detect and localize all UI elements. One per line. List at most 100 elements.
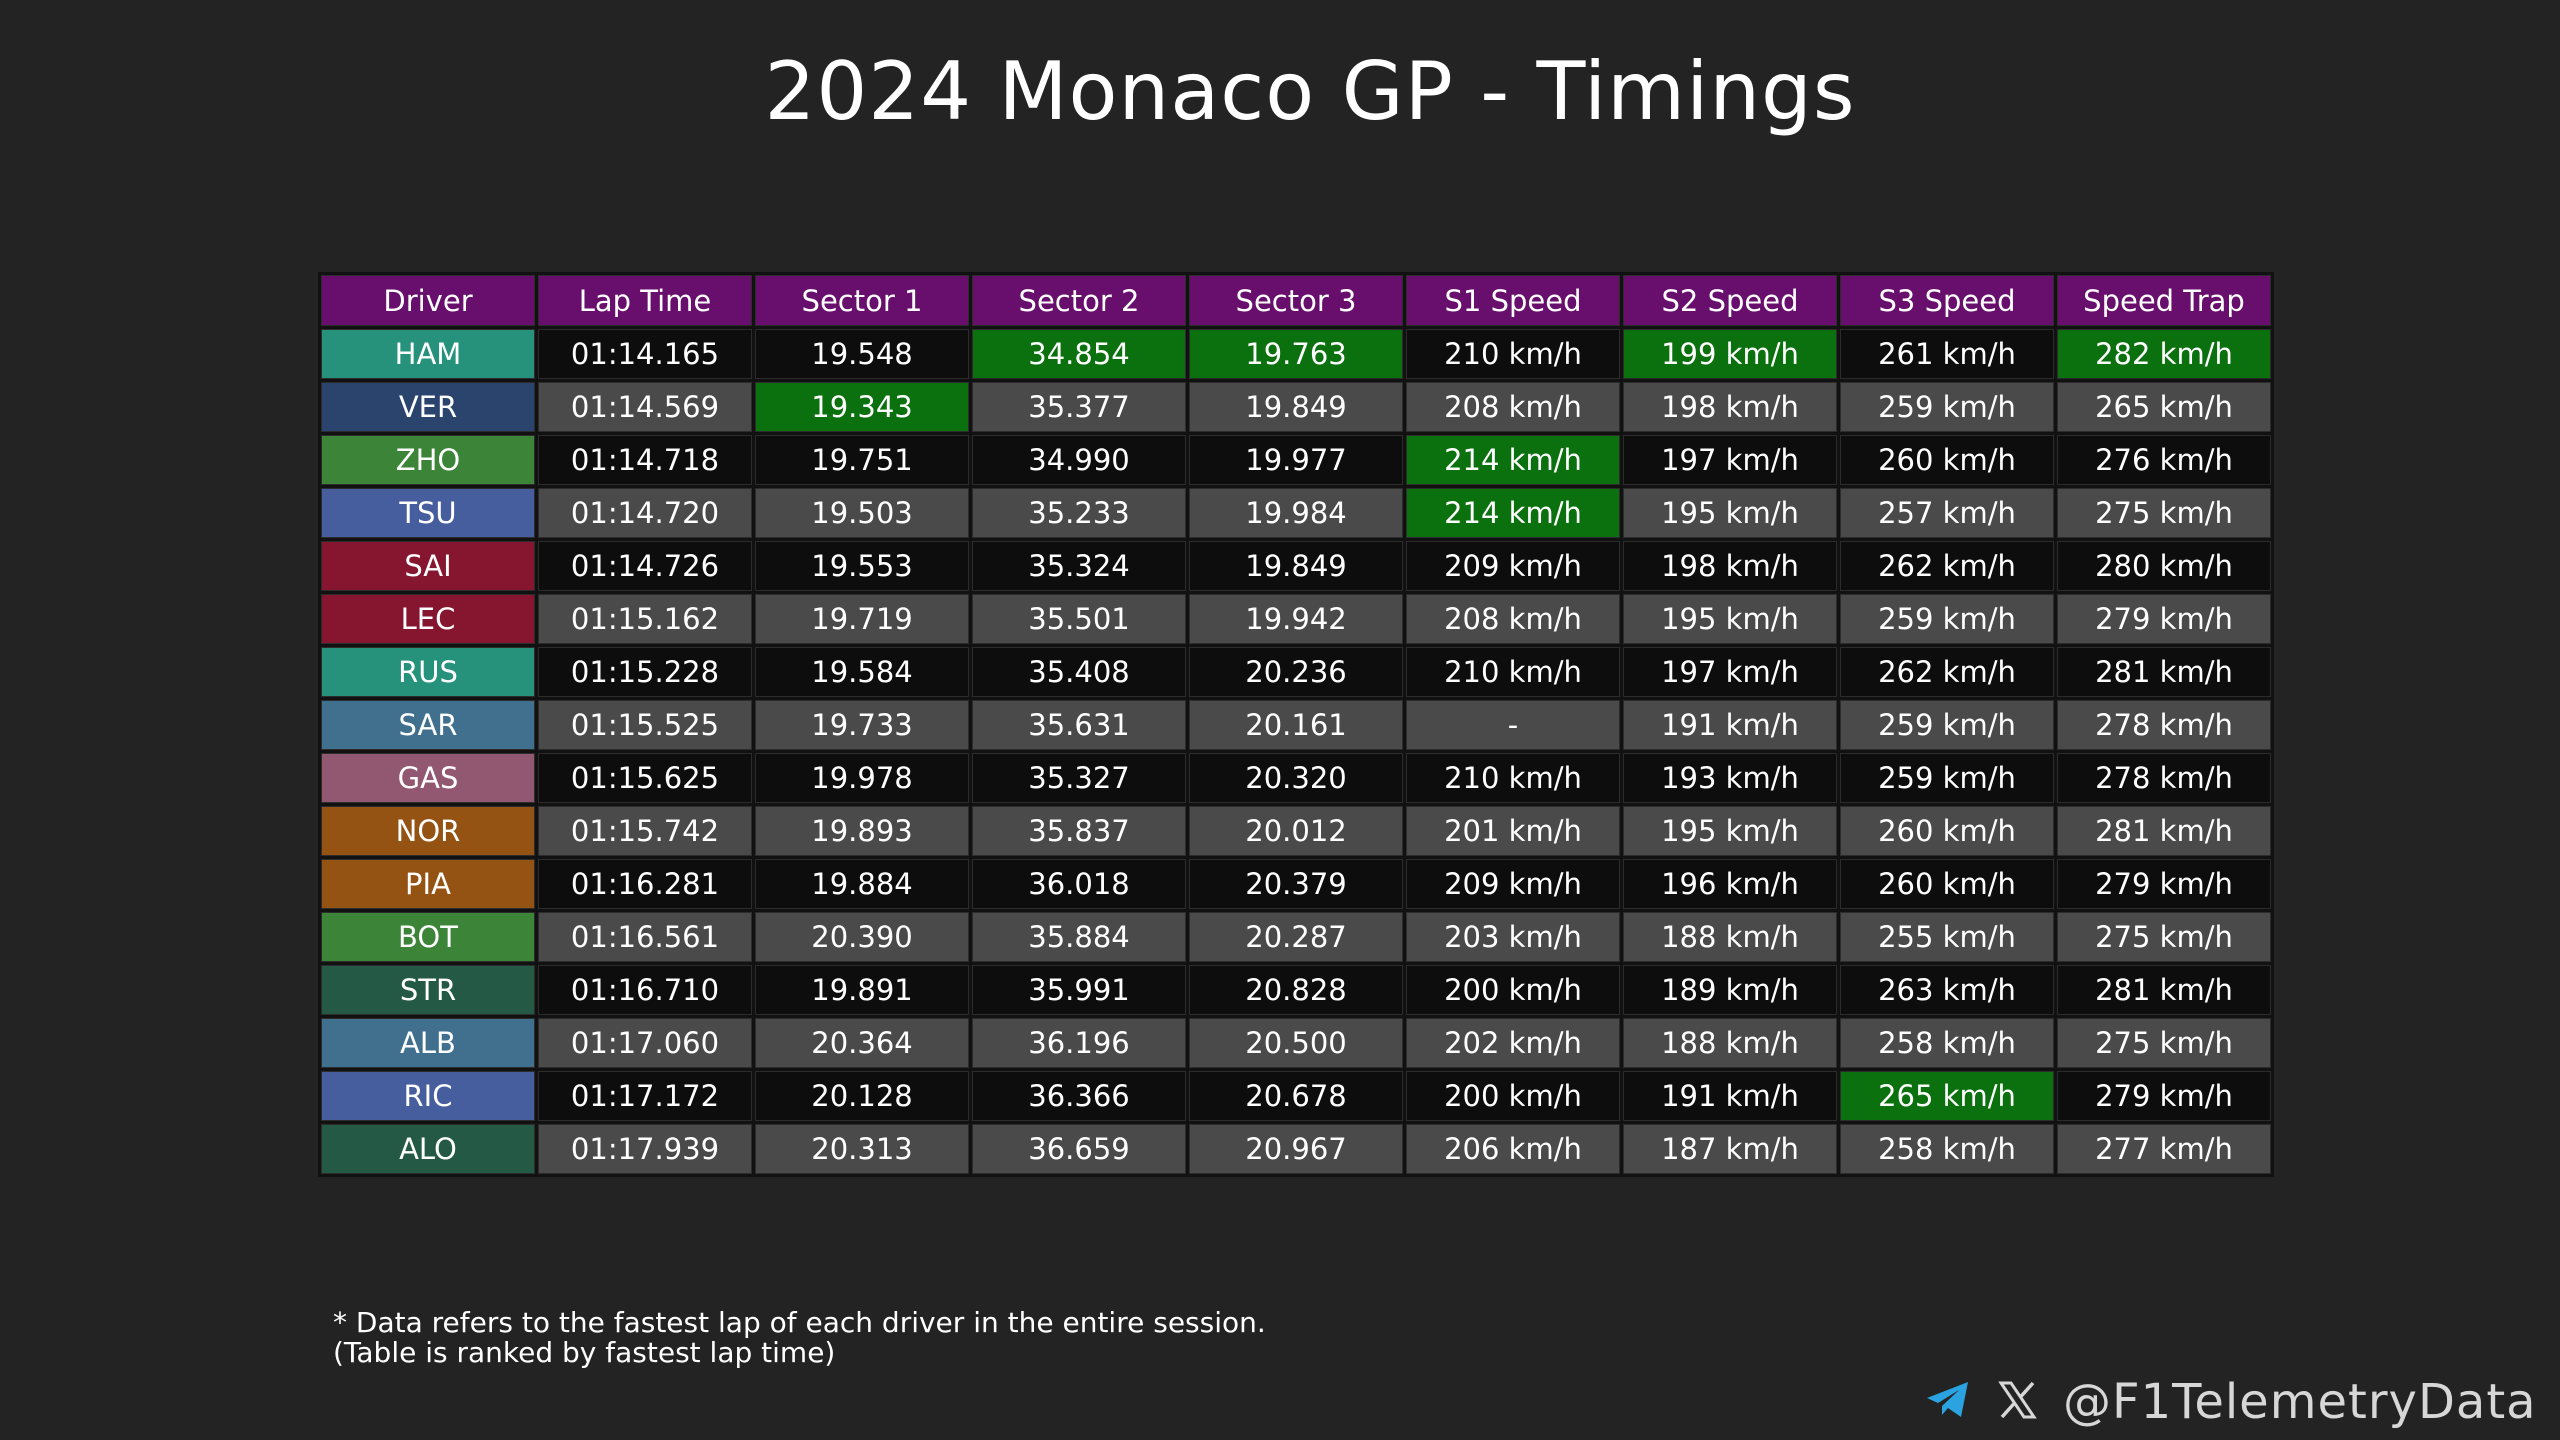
- timing-cell: 275 km/h: [2057, 488, 2271, 538]
- timing-cell: 35.631: [972, 700, 1186, 750]
- timing-cell: 20.967: [1189, 1124, 1403, 1174]
- timing-cell: 35.408: [972, 647, 1186, 697]
- timing-cell: 209 km/h: [1406, 859, 1620, 909]
- timing-cell: 01:14.718: [538, 435, 752, 485]
- timing-cell: 278 km/h: [2057, 753, 2271, 803]
- timing-cell: 198 km/h: [1623, 541, 1837, 591]
- timing-cell: 01:16.281: [538, 859, 752, 909]
- timing-cell: 197 km/h: [1623, 647, 1837, 697]
- timing-cell: 200 km/h: [1406, 965, 1620, 1015]
- timing-cell: 01:15.228: [538, 647, 752, 697]
- timing-cell: 189 km/h: [1623, 965, 1837, 1015]
- table-row: SAR 01:15.525 19.733 35.631 20.161-191 km/h 2…: [321, 700, 2271, 750]
- timing-cell: 35.327: [972, 753, 1186, 803]
- timing-cell: 276 km/h: [2057, 435, 2271, 485]
- column-header: S2 Speed: [1623, 275, 1837, 326]
- column-header: Sector 1: [755, 275, 969, 326]
- timing-cell: 279 km/h: [2057, 1071, 2271, 1121]
- timing-cell: 35.324: [972, 541, 1186, 591]
- timing-cell: 35.991: [972, 965, 1186, 1015]
- timing-cell: 191 km/h: [1623, 700, 1837, 750]
- timing-cell: 202 km/h: [1406, 1018, 1620, 1068]
- table-row: ALO 01:17.939 20.313 36.659 20.967 206 km/h 18…: [321, 1124, 2271, 1174]
- timing-cell: 191 km/h: [1623, 1071, 1837, 1121]
- timing-cell: 282 km/h: [2057, 329, 2271, 379]
- timing-cell: 19.849: [1189, 541, 1403, 591]
- timing-cell: 19.503: [755, 488, 969, 538]
- table-body: HAM 01:14.165 19.548 34.854 19.763 210 km/h 19…: [321, 329, 2271, 1174]
- timing-cell: 209 km/h: [1406, 541, 1620, 591]
- timing-cell: 265 km/h: [2057, 382, 2271, 432]
- column-header: Lap Time: [538, 275, 752, 326]
- timing-cell: 20.287: [1189, 912, 1403, 962]
- timing-cell: 36.659: [972, 1124, 1186, 1174]
- timing-cell: 261 km/h: [1840, 329, 2054, 379]
- driver-cell: LEC: [321, 594, 535, 644]
- timing-cell: 277 km/h: [2057, 1124, 2271, 1174]
- driver-cell: RIC: [321, 1071, 535, 1121]
- timing-cell: 258 km/h: [1840, 1124, 2054, 1174]
- brand-handle: @F1TelemetryData: [2063, 1374, 2537, 1430]
- column-header: Driver: [321, 275, 535, 326]
- table-header-row: Driver Lap Time Sector 1 Sector 2 Sector 3 S1…: [321, 275, 2271, 326]
- timing-cell: 265 km/h: [1840, 1071, 2054, 1121]
- timing-cell: 281 km/h: [2057, 806, 2271, 856]
- timing-cell: 19.343: [755, 382, 969, 432]
- timing-cell: 19.719: [755, 594, 969, 644]
- footnote-line-1: * Data refers to the fastest lap of each…: [333, 1306, 1266, 1339]
- timing-cell: 279 km/h: [2057, 594, 2271, 644]
- driver-cell: GAS: [321, 753, 535, 803]
- timing-cell: 188 km/h: [1623, 912, 1837, 962]
- timing-cell: 195 km/h: [1623, 806, 1837, 856]
- timing-cell: 19.553: [755, 541, 969, 591]
- timing-cell: 35.837: [972, 806, 1186, 856]
- footnote-line-2: (Table is ranked by fastest lap time): [333, 1336, 836, 1369]
- driver-cell: SAI: [321, 541, 535, 591]
- driver-cell: TSU: [321, 488, 535, 538]
- table-row: BOT 01:16.561 20.390 35.884 20.287 203 km/h 18…: [321, 912, 2271, 962]
- timing-cell: 214 km/h: [1406, 488, 1620, 538]
- table-row: RIC 01:17.172 20.128 36.366 20.678 200 km/h 19…: [321, 1071, 2271, 1121]
- timing-cell: 20.236: [1189, 647, 1403, 697]
- timing-cell: 36.366: [972, 1071, 1186, 1121]
- timing-cell: 20.678: [1189, 1071, 1403, 1121]
- timing-cell: 01:15.525: [538, 700, 752, 750]
- page-title: 2024 Monaco GP - Timings: [764, 45, 1856, 138]
- timing-cell: 35.377: [972, 382, 1186, 432]
- timing-cell: 263 km/h: [1840, 965, 2054, 1015]
- timing-cell: 34.854: [972, 329, 1186, 379]
- table-row: STR 01:16.710 19.891 35.991 20.828 200 km/h 18…: [321, 965, 2271, 1015]
- timing-cell: 36.018: [972, 859, 1186, 909]
- timing-cell: 20.390: [755, 912, 969, 962]
- timing-cell: 01:14.569: [538, 382, 752, 432]
- timing-cell: 19.751: [755, 435, 969, 485]
- timing-cell: 35.884: [972, 912, 1186, 962]
- timing-cell: 01:15.162: [538, 594, 752, 644]
- table-row: TSU 01:14.720 19.503 35.233 19.984 214 km/h 19…: [321, 488, 2271, 538]
- timing-cell: 01:16.561: [538, 912, 752, 962]
- footnote: * Data refers to the fastest lap of each…: [333, 1308, 1266, 1368]
- timing-cell: 259 km/h: [1840, 753, 2054, 803]
- timing-cell: 262 km/h: [1840, 541, 2054, 591]
- timing-cell: 19.548: [755, 329, 969, 379]
- timing-cell: 01:16.710: [538, 965, 752, 1015]
- column-header: Sector 2: [972, 275, 1186, 326]
- brand-footer: @F1TelemetryData: [1925, 1372, 2537, 1432]
- timing-cell: 01:15.742: [538, 806, 752, 856]
- column-header: S3 Speed: [1840, 275, 2054, 326]
- timing-cell: 197 km/h: [1623, 435, 1837, 485]
- timing-cell: 198 km/h: [1623, 382, 1837, 432]
- timing-cell: 36.196: [972, 1018, 1186, 1068]
- x-icon: [1997, 1380, 2037, 1424]
- timing-cell: 01:17.172: [538, 1071, 752, 1121]
- table-row: ZHO 01:14.718 19.751 34.990 19.977 214 km/h 19…: [321, 435, 2271, 485]
- timing-cell: 19.984: [1189, 488, 1403, 538]
- timing-cell: 214 km/h: [1406, 435, 1620, 485]
- timing-cell: 187 km/h: [1623, 1124, 1837, 1174]
- timing-cell: 01:17.060: [538, 1018, 752, 1068]
- timings-table: Driver Lap Time Sector 1 Sector 2 Sector 3 S1…: [318, 272, 2274, 1177]
- driver-cell: HAM: [321, 329, 535, 379]
- timing-cell: 275 km/h: [2057, 1018, 2271, 1068]
- timing-cell: 19.942: [1189, 594, 1403, 644]
- timing-cell: 20.320: [1189, 753, 1403, 803]
